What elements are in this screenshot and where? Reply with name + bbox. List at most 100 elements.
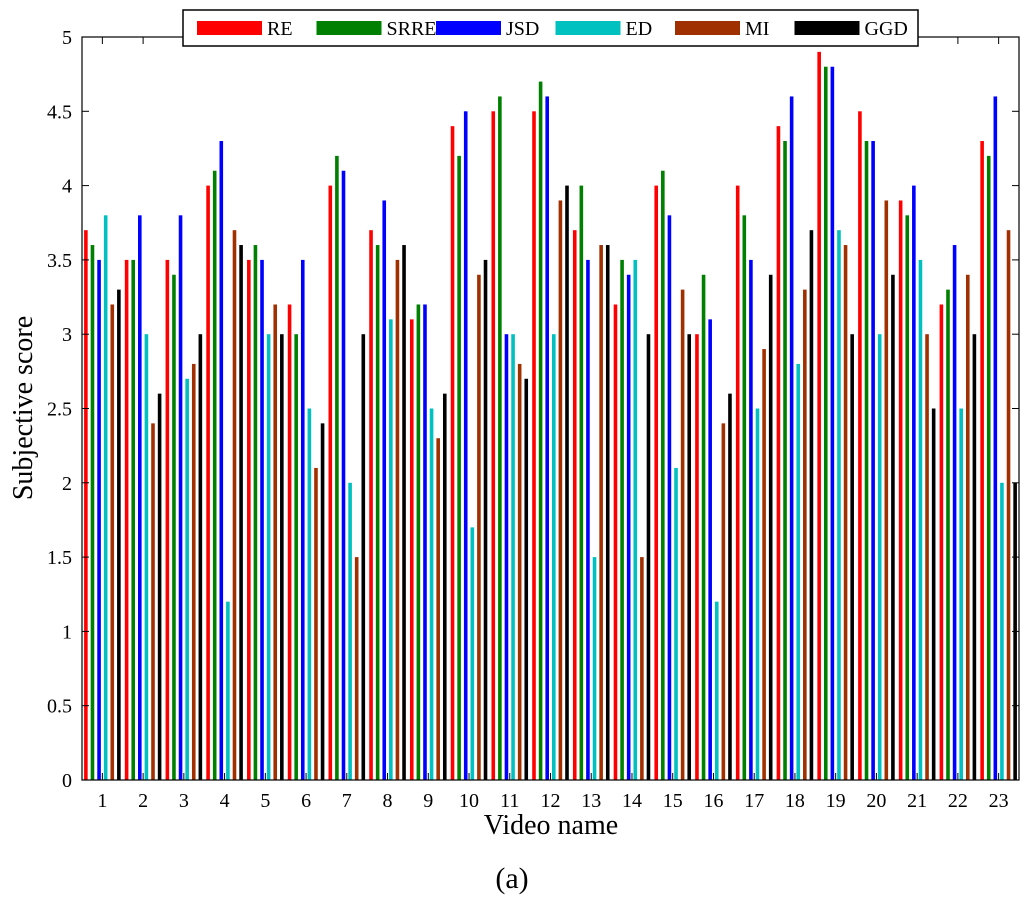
y-tick-label: 0	[62, 770, 72, 792]
bar-re-2	[124, 259, 129, 780]
bar-mi-21	[925, 334, 929, 780]
legend-label-jsd: JSD	[506, 18, 539, 40]
bar-mi-10	[477, 274, 481, 780]
bar-re-9	[409, 319, 414, 780]
bar-jsd-21	[912, 185, 916, 781]
bar-jsd-11	[504, 334, 509, 780]
x-tick-label: 18	[785, 790, 805, 812]
legend-swatch-srre	[316, 21, 382, 35]
bar-re-15	[654, 185, 659, 781]
bar-ed-12	[552, 334, 556, 780]
bar-re-16	[695, 334, 699, 780]
bar-ggd-18	[809, 230, 814, 780]
legend-label-srre: SRRE	[387, 18, 437, 40]
x-tick-label: 7	[342, 790, 352, 812]
bar-srre-10	[457, 155, 461, 780]
bar-re-21	[898, 200, 903, 780]
bar-srre-5	[253, 245, 258, 781]
bar-srre-6	[294, 334, 298, 780]
bar-ggd-22	[972, 334, 977, 780]
bar-mi-6	[314, 467, 318, 780]
y-tick-label: 3	[62, 324, 72, 346]
bar-ed-6	[307, 408, 312, 780]
y-tick-label: 1.5	[47, 547, 72, 569]
bar-re-13	[572, 230, 577, 780]
x-tick-label: 15	[663, 790, 683, 812]
bar-srre-15	[661, 170, 665, 781]
bar-jsd-13	[586, 259, 590, 780]
bar-ggd-2	[157, 393, 162, 780]
y-tick-label: 4.5	[47, 101, 72, 123]
bar-srre-12	[538, 81, 543, 780]
bar-ed-11	[511, 334, 515, 780]
legend-swatch-re	[197, 21, 262, 35]
bar-jsd-7	[341, 170, 346, 781]
x-tick-label: 4	[220, 790, 230, 812]
legend-swatch-mi	[675, 21, 740, 35]
bar-ggd-11	[524, 378, 529, 780]
bar-jsd-15	[667, 215, 672, 780]
y-tick-label: 2.5	[47, 399, 72, 421]
bar-ed-2	[144, 334, 149, 780]
x-tick-label: 23	[989, 790, 1009, 812]
y-tick-label: 2	[62, 473, 72, 495]
bar-re-7	[328, 185, 333, 781]
legend-swatch-jsd	[436, 21, 501, 35]
x-tick-label: 21	[907, 790, 927, 812]
bar-srre-7	[335, 155, 339, 780]
bar-ggd-21	[931, 408, 936, 780]
bar-jsd-22	[952, 245, 957, 781]
bar-srre-4	[212, 170, 217, 781]
bar-re-17	[735, 185, 740, 781]
bar-jsd-14	[626, 274, 631, 780]
bar-mi-2	[151, 423, 155, 780]
bar-jsd-4	[219, 141, 224, 780]
bar-jsd-3	[178, 215, 183, 780]
bar-ed-23	[1000, 482, 1004, 780]
bar-ed-20	[877, 334, 882, 780]
y-axis-ticks: 0 0.5 1 1.5 2 2.5 3 3.5 4 4.5 5	[47, 27, 1019, 792]
bar-ed-15	[674, 467, 678, 780]
bar-mi-13	[599, 245, 603, 781]
bar-srre-17	[742, 215, 747, 780]
bar-jsd-12	[545, 96, 549, 780]
bar-re-23	[980, 141, 984, 780]
bar-ggd-8	[402, 245, 406, 781]
x-tick-label: 8	[383, 790, 393, 812]
x-tick-label: 9	[423, 790, 433, 812]
bar-jsd-6	[300, 259, 305, 780]
bar-srre-20	[864, 141, 869, 780]
bars-layer	[84, 51, 1017, 781]
bar-ggd-9	[442, 393, 447, 780]
bar-mi-1	[110, 304, 115, 780]
bar-ed-1	[103, 215, 108, 780]
legend-swatch-ed	[555, 21, 621, 35]
bar-ggd-19	[850, 334, 854, 780]
bar-re-1	[84, 230, 88, 780]
bar-re-5	[247, 259, 251, 780]
bar-ed-7	[348, 482, 352, 780]
bar-ggd-4	[239, 245, 243, 781]
bar-srre-1	[90, 245, 95, 781]
legend-label-mi: MI	[745, 18, 769, 40]
x-tick-label: 13	[581, 790, 601, 812]
bar-ed-8	[389, 319, 393, 780]
x-tick-label: 22	[948, 790, 968, 812]
x-tick-label: 19	[826, 790, 846, 812]
x-tick-label: 20	[866, 790, 886, 812]
bar-mi-4	[232, 230, 237, 780]
bar-ed-4	[226, 601, 230, 780]
bar-mi-3	[191, 363, 196, 780]
bar-srre-14	[620, 259, 624, 780]
y-tick-label: 4	[62, 176, 72, 198]
bar-ggd-12	[565, 185, 569, 781]
y-axis-title: Subjective score	[8, 316, 39, 500]
y-tick-label: 5	[62, 27, 72, 49]
bar-re-18	[776, 126, 781, 780]
bar-re-11	[491, 111, 496, 781]
bar-srre-8	[375, 245, 380, 781]
x-tick-label: 16	[703, 790, 723, 812]
bar-ggd-10	[483, 259, 488, 780]
x-tick-label: 6	[301, 790, 311, 812]
